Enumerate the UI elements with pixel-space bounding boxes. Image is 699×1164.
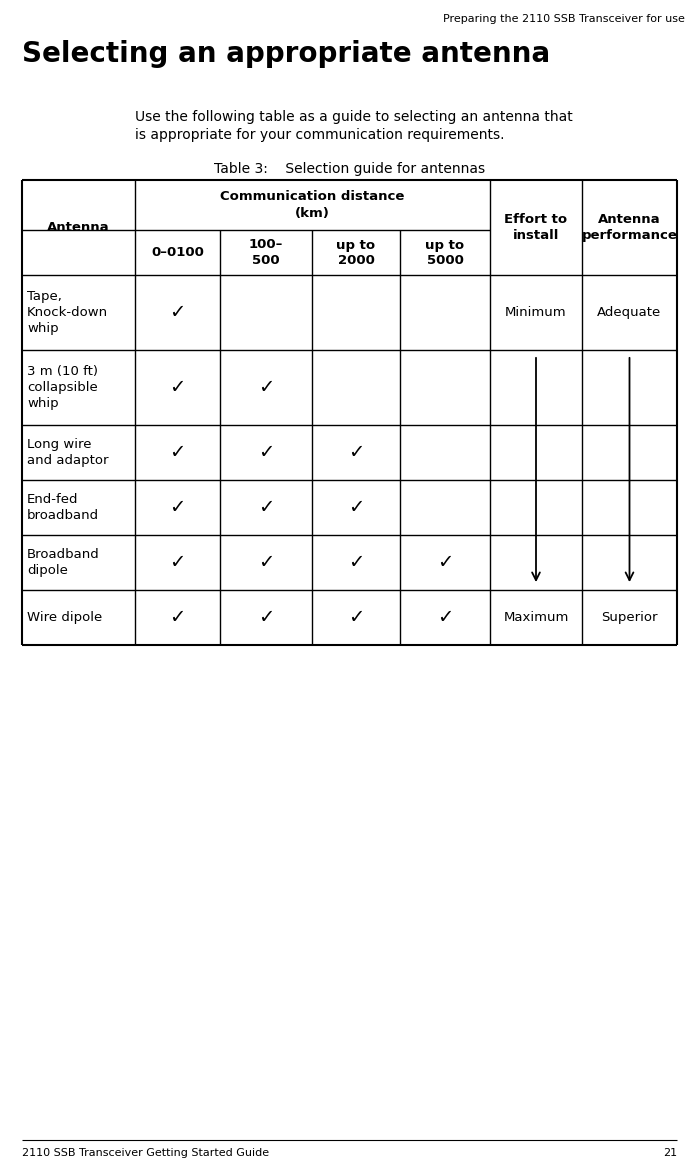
Text: Preparing the 2110 SSB Transceiver for use: Preparing the 2110 SSB Transceiver for u… (443, 14, 685, 24)
Text: ✓: ✓ (169, 608, 186, 627)
Text: 100–
500: 100– 500 (249, 239, 283, 267)
Text: ✓: ✓ (258, 378, 274, 397)
Text: Selecting an appropriate antenna: Selecting an appropriate antenna (22, 40, 550, 68)
Text: ✓: ✓ (348, 443, 364, 462)
Text: Antenna
performance: Antenna performance (582, 213, 677, 242)
Text: ✓: ✓ (348, 553, 364, 572)
Text: Tape,
Knock-down
whip: Tape, Knock-down whip (27, 290, 108, 335)
Text: Antenna: Antenna (48, 221, 110, 234)
Text: up to
2000: up to 2000 (336, 239, 375, 267)
Text: ✓: ✓ (169, 303, 186, 322)
Text: Adequate: Adequate (598, 306, 662, 319)
Text: ✓: ✓ (437, 608, 453, 627)
Text: ✓: ✓ (169, 443, 186, 462)
Text: Long wire
and adaptor: Long wire and adaptor (27, 438, 108, 467)
Text: 3 m (10 ft)
collapsible
whip: 3 m (10 ft) collapsible whip (27, 365, 98, 410)
Text: ✓: ✓ (258, 608, 274, 627)
Text: up to
5000: up to 5000 (426, 239, 465, 267)
Text: Minimum: Minimum (505, 306, 567, 319)
Text: ✓: ✓ (437, 553, 453, 572)
Text: Wire dipole: Wire dipole (27, 611, 102, 624)
Text: 21: 21 (663, 1148, 677, 1158)
Text: Superior: Superior (601, 611, 658, 624)
Text: End-fed
broadband: End-fed broadband (27, 494, 99, 521)
Text: Communication distance
(km): Communication distance (km) (220, 191, 405, 220)
Text: ✓: ✓ (258, 498, 274, 517)
Text: Use the following table as a guide to selecting an antenna that: Use the following table as a guide to se… (135, 111, 572, 125)
Text: Maximum: Maximum (503, 611, 569, 624)
Text: ✓: ✓ (258, 553, 274, 572)
Text: ✓: ✓ (348, 498, 364, 517)
Text: ✓: ✓ (169, 553, 186, 572)
Text: Table 3:    Selection guide for antennas: Table 3: Selection guide for antennas (215, 162, 486, 176)
Text: is appropriate for your communication requirements.: is appropriate for your communication re… (135, 128, 505, 142)
Text: Effort to
install: Effort to install (505, 213, 568, 242)
Text: Broadband
dipole: Broadband dipole (27, 548, 100, 577)
Text: ✓: ✓ (169, 378, 186, 397)
Text: 2110 SSB Transceiver Getting Started Guide: 2110 SSB Transceiver Getting Started Gui… (22, 1148, 269, 1158)
Text: ✓: ✓ (258, 443, 274, 462)
Text: ✓: ✓ (348, 608, 364, 627)
Text: ✓: ✓ (169, 498, 186, 517)
Text: 0–0100: 0–0100 (151, 246, 204, 260)
